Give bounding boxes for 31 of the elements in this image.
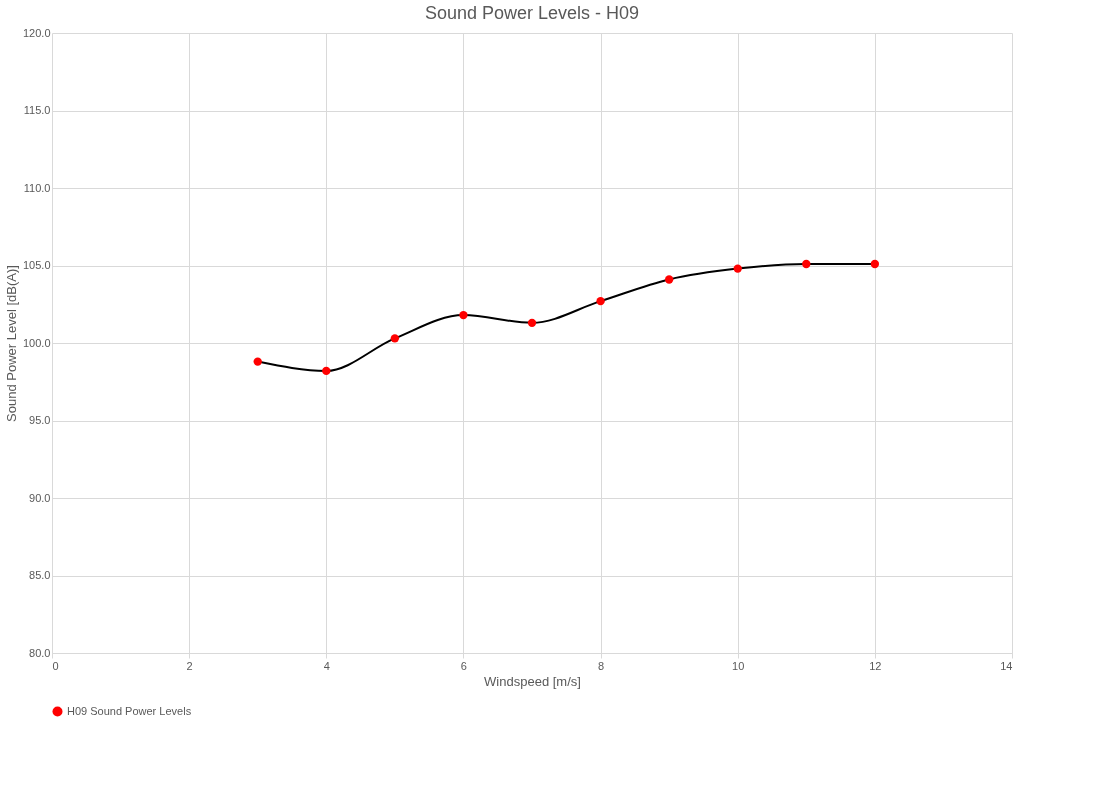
y-tick-label: 85.0	[29, 569, 51, 581]
x-tick-label: 6	[460, 659, 467, 672]
x-tick-label: 8	[598, 659, 605, 672]
x-axis-title: Windspeed [m/s]	[484, 673, 581, 689]
x-tick-label: 4	[323, 659, 330, 672]
point	[390, 334, 400, 343]
point	[459, 310, 468, 320]
point	[596, 296, 605, 306]
y-tick-label: 110.0	[23, 181, 51, 194]
y-tick-label: 80.0	[29, 646, 51, 659]
y-tick-label: 90.0	[29, 491, 51, 504]
y-tick-label: 95.0	[29, 414, 51, 426]
point	[733, 264, 742, 273]
chart-title: Sound Power Levels - H09	[424, 3, 640, 23]
legend-label: H09 Sound Power Levels	[67, 704, 192, 717]
y-tick-label: 115.0	[23, 104, 51, 116]
point	[322, 366, 331, 376]
point	[527, 318, 537, 328]
y-tick-label: 100.0	[22, 336, 51, 349]
point	[802, 259, 811, 269]
y-tick-label: 120.0	[22, 26, 51, 39]
x-tick-label: 2	[186, 659, 193, 672]
x-tick-label: 14	[1000, 659, 1013, 672]
y-axis-title: Sound Power Level [dB(A)]	[3, 265, 19, 422]
point	[664, 275, 674, 284]
x-tick-label: 0	[52, 659, 59, 672]
y-tick-label: 105.0	[22, 259, 51, 271]
point	[253, 357, 262, 366]
x-tick-label: 12	[869, 659, 882, 672]
point	[870, 259, 880, 269]
x-tick-label: 10	[732, 659, 745, 672]
